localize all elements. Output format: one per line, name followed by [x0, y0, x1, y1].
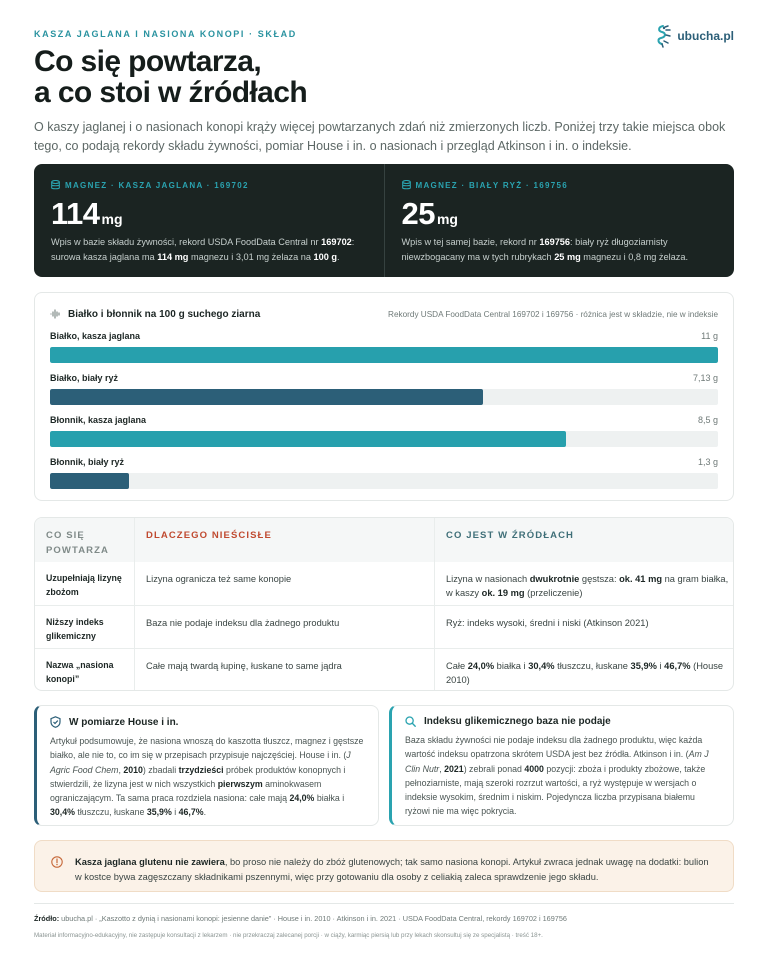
bar-row: Białko, kasza jaglana 11 g [50, 331, 718, 363]
bar-label: Błonnik, kasza jaglana [50, 415, 147, 425]
stat-label-text: MAGNEZ · KASZA JAGLANA · 169702 [65, 180, 249, 190]
database-icon [401, 180, 411, 190]
bar-list: Białko, kasza jaglana 11 g Białko, biały r… [50, 331, 718, 489]
table-row: Uzupełniają lizynę zbożom Lizyna ogranicz… [35, 562, 733, 605]
cell-source: Całe 24,0% białka i 30,4% tłuszczu, łusk… [446, 661, 724, 685]
stat-description: Wpis w tej samej bazie, rekord nr 169756… [401, 237, 689, 262]
bar-label: Białko, biały ryż [50, 373, 119, 383]
stat-label: MAGNEZ · KASZA JAGLANA · 169702 [51, 180, 384, 190]
bar-value-label: 7,13 g [692, 373, 718, 383]
header-why: DLACZEGO NIEŚCISŁE [135, 518, 435, 562]
bar-label-row: Białko, biały ryż 7,13 g [50, 373, 718, 385]
bar-label: Błonnik, biały ryż [50, 457, 125, 467]
eyebrow-label: KASZA JAGLANA I NASIONA KONOPI · SKŁAD [34, 29, 297, 39]
footer-divider [34, 903, 734, 904]
stat-number: 114 [51, 196, 100, 231]
bar-label: Białko, kasza jaglana [50, 331, 141, 341]
page-title: Co się powtarza, a co stoi w źródłach [34, 45, 308, 109]
cell-why: Całe mają twardą łupinę, łuskane to same… [135, 649, 435, 690]
bar-value-label: 1,3 g [697, 457, 718, 467]
bar-track [50, 389, 718, 405]
stat-rice: MAGNEZ · BIAŁY RYŻ · 169756 25 mg Wpis w … [383, 164, 735, 277]
stat-value: 25 mg [402, 196, 735, 232]
warning-text: Kasza jaglana glutenu nie zawiera, bo pr… [75, 857, 709, 882]
info-card-title-text: W pomiarze House i in. [69, 716, 179, 728]
shield-icon [50, 716, 61, 728]
cell-source: Ryż: indeks wysoki, średni i niski (Atki… [446, 618, 649, 628]
info-card-title: W pomiarze House i in. [50, 716, 365, 728]
bar-row: Błonnik, kasza jaglana 8,5 g [50, 415, 718, 447]
source-text: ubucha.pl · „Kaszotto z dynią i nasionam… [59, 914, 567, 923]
search-icon [405, 716, 416, 727]
cell-source: Lizyna w nasionach dwukrotnie gęstsza: o… [446, 574, 729, 598]
table-body: Uzupełniają lizynę zbożom Lizyna ogranicz… [35, 562, 733, 690]
stat-millet: MAGNEZ · KASZA JAGLANA · 169702 114 mg Wp… [34, 164, 384, 277]
stats-panel: MAGNEZ · KASZA JAGLANA · 169702 114 mg Wp… [34, 164, 734, 277]
bar-row: Błonnik, biały ryż 1,3 g [50, 457, 718, 489]
cell-why: Baza nie podaje indeksu dla żadnego prod… [135, 606, 435, 648]
footer-source: Źródło: ubucha.pl · „Kaszotto z dynią i … [34, 914, 567, 923]
bar-label-row: Białko, kasza jaglana 11 g [50, 331, 718, 343]
brand-logo[interactable]: ubucha.pl [654, 24, 734, 48]
header-claim: CO SIĘ POWTARZA [35, 518, 135, 562]
table-row: Nazwa „nasiona konopi” Całe mają twardą ł… [35, 648, 733, 690]
stat-label: MAGNEZ · BIAŁY RYŻ · 169756 [401, 180, 735, 190]
title-line-2: a co stoi w źródłach [34, 76, 308, 109]
table-header-row: CO SIĘ POWTARZA DLACZEGO NIEŚCISŁE CO JE… [35, 518, 733, 562]
waveform-icon [50, 309, 60, 319]
info-card-body: Baza składu żywności nie podaje indeksu … [405, 735, 709, 817]
chart-header: Białko i błonnik na 100 g suchego ziarna… [50, 307, 718, 321]
bar-value-label: 11 g [701, 331, 718, 341]
bar-fill [50, 473, 129, 489]
info-card-title-text: Indeksu glikemicznego baza nie podaje [424, 716, 611, 727]
bar-fill [50, 431, 567, 447]
bar-fill [50, 347, 718, 363]
bar-track [50, 473, 718, 489]
bar-row: Białko, biały ryż 7,13 g [50, 373, 718, 405]
brand-name: ubucha.pl [677, 29, 734, 43]
chart-source: Rekordy USDA FoodData Central 169702 i 1… [388, 309, 718, 319]
info-card-glycemic: Indeksu glikemicznego baza nie podaje Ba… [389, 705, 734, 826]
info-card-body: Artykuł podsumowuje, że nasiona wnoszą d… [50, 736, 364, 818]
info-card-title: Indeksu glikemicznego baza nie podaje [405, 716, 720, 727]
footer-disclaimer: Materiał informacyjno-edukacyjny, nie za… [34, 932, 543, 939]
source-label: Źródło: [34, 914, 60, 923]
cell-claim: Nazwa „nasiona konopi” [35, 649, 135, 690]
bar-label-row: Błonnik, biały ryż 1,3 g [50, 457, 718, 469]
cell-claim: Uzupełniają lizynę zbożom [35, 562, 135, 605]
database-icon [51, 180, 60, 190]
chart-title-text: Białko i błonnik na 100 g suchego ziarna [68, 308, 261, 320]
chart-title: Białko i błonnik na 100 g suchego ziarna [50, 309, 260, 320]
info-card-house: W pomiarze House i in. Artykuł podsumowu… [34, 705, 379, 826]
cell-why: Lizyna ogranicza też same konopie [135, 562, 435, 605]
title-line-1: Co się powtarza, [34, 45, 262, 78]
bar-chart-card: Białko i błonnik na 100 g suchego ziarna… [34, 292, 734, 501]
table-row: Niższy indeks glikemiczny Baza nie podaje… [35, 605, 733, 648]
gluten-warning: Kasza jaglana glutenu nie zawiera, bo pr… [34, 840, 734, 892]
stat-unit: mg [101, 211, 123, 227]
stat-label-text: MAGNEZ · BIAŁY RYŻ · 169756 [415, 180, 568, 190]
dragon-logo-icon [657, 25, 672, 48]
stat-number: 25 [401, 196, 436, 231]
stat-description: Wpis w bazie składu żywności, rekord USD… [51, 237, 355, 262]
bar-value-label: 8,5 g [697, 415, 718, 425]
bar-fill [50, 389, 483, 405]
stat-unit: mg [436, 211, 458, 227]
alert-circle-icon [51, 856, 63, 868]
bar-track [50, 431, 718, 447]
bar-track [50, 347, 718, 363]
bar-label-row: Błonnik, kasza jaglana 8,5 g [50, 415, 718, 427]
stat-value: 114 mg [51, 196, 384, 232]
cell-claim: Niższy indeks glikemiczny [35, 606, 135, 648]
lead-paragraph: O kaszy jaglanej i o nasionach konopi kr… [34, 120, 726, 153]
header-source: CO JEST W ŹRÓDŁACH [446, 530, 574, 541]
comparison-table: CO SIĘ POWTARZA DLACZEGO NIEŚCISŁE CO JE… [34, 517, 734, 691]
